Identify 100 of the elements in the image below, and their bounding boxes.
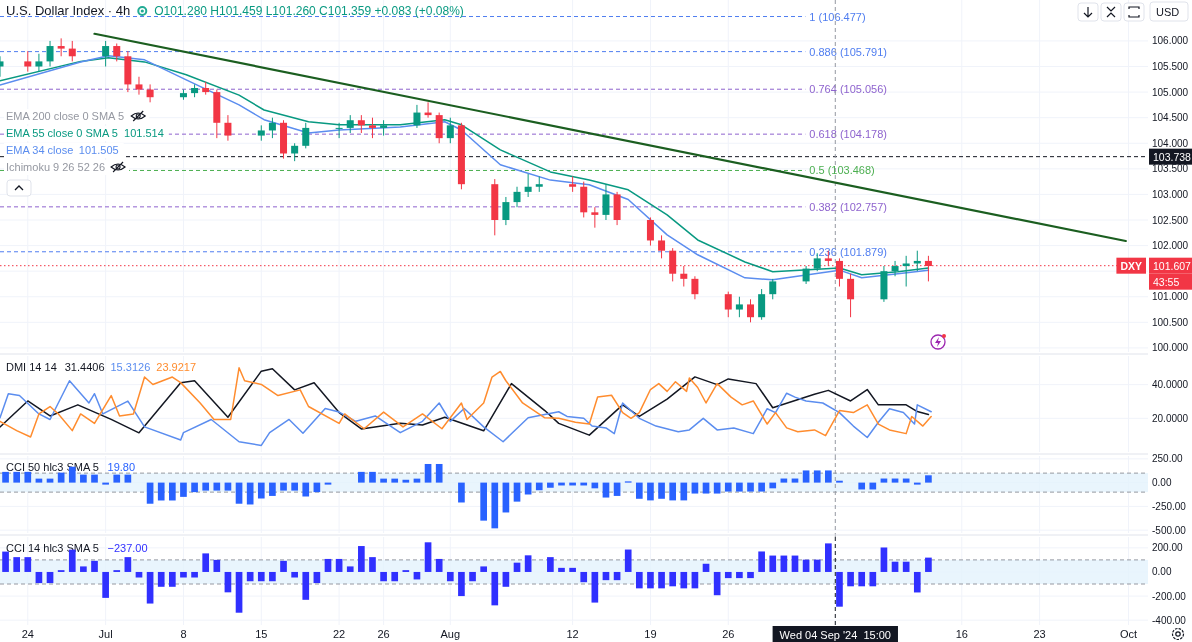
bar xyxy=(2,471,9,483)
bar xyxy=(257,482,265,499)
x-tick-label: Aug xyxy=(440,628,461,640)
bar xyxy=(335,558,343,572)
annotation: −237.00 xyxy=(107,542,148,554)
bar xyxy=(358,546,365,572)
text: EMA 55 close 0 SMA 5 xyxy=(6,127,118,139)
bar xyxy=(491,571,499,606)
bar xyxy=(302,571,310,600)
text: 101.607 xyxy=(1153,259,1192,272)
bar xyxy=(80,474,87,483)
bar xyxy=(736,482,743,492)
bar xyxy=(658,571,665,589)
bar xyxy=(91,560,98,572)
bar xyxy=(758,482,765,492)
bar xyxy=(202,553,210,572)
ref-line-label: 0.886 (105.791) xyxy=(809,45,888,58)
bar xyxy=(269,571,276,582)
bar xyxy=(446,571,454,582)
bar xyxy=(57,472,65,483)
annotation: DXY xyxy=(1120,259,1142,272)
bar xyxy=(135,571,143,578)
bar xyxy=(925,475,932,483)
candlestick xyxy=(135,76,143,96)
y-tick-label: 106.000 xyxy=(1152,35,1189,47)
x-tick-label: 23 xyxy=(1033,628,1046,640)
bar xyxy=(246,482,254,505)
text: USD xyxy=(1156,6,1180,18)
bar xyxy=(902,561,910,572)
bar xyxy=(813,559,821,572)
bar xyxy=(480,566,487,572)
bar xyxy=(858,571,866,587)
y-tick-label: 20.0000 xyxy=(1152,412,1189,424)
bar xyxy=(180,482,187,497)
bar xyxy=(291,571,298,578)
bar xyxy=(724,482,732,492)
x-tick-label: 15 xyxy=(255,628,268,640)
chart-title: U.S. Dollar Index · 4h xyxy=(6,3,131,18)
bar xyxy=(113,474,121,483)
candlestick xyxy=(602,183,610,221)
candlestick xyxy=(658,234,666,259)
bar xyxy=(869,482,877,490)
bar xyxy=(847,571,854,587)
line-series xyxy=(0,380,932,447)
annotation: EMA 200 close 0 SMA 5 xyxy=(6,110,125,122)
bar xyxy=(24,471,32,483)
bar xyxy=(513,482,521,502)
bar xyxy=(669,571,677,587)
candlestick xyxy=(680,265,688,288)
y-tick-label: 250.00 xyxy=(1152,453,1184,465)
bar xyxy=(424,542,432,572)
x-tick-label: 12 xyxy=(566,628,579,640)
candlestick xyxy=(224,114,232,142)
bar xyxy=(346,566,354,572)
candlestick xyxy=(591,206,599,229)
bar xyxy=(213,482,221,491)
bar xyxy=(602,482,610,498)
bar xyxy=(858,482,866,490)
candlestick xyxy=(769,278,777,300)
text: EMA 34 close xyxy=(6,144,74,156)
bar xyxy=(758,551,765,572)
bar xyxy=(269,482,276,496)
bar xyxy=(669,482,677,501)
y-tick-label: 101.000 xyxy=(1152,291,1189,303)
y-tick-label: 105.500 xyxy=(1152,61,1189,73)
bar xyxy=(157,482,165,501)
x-tick-label: 26 xyxy=(722,628,735,640)
y-tick-label: 100.500 xyxy=(1152,316,1189,328)
candlestick xyxy=(524,173,532,198)
bar xyxy=(535,482,543,491)
bar xyxy=(747,571,754,579)
bar xyxy=(635,571,643,589)
bar xyxy=(380,478,387,483)
bar xyxy=(825,543,832,572)
bar xyxy=(724,571,732,579)
x-tick-label: 19 xyxy=(644,628,657,640)
bar xyxy=(124,557,132,572)
bar xyxy=(424,463,432,483)
bar xyxy=(480,482,487,521)
bar xyxy=(658,482,665,499)
bar xyxy=(369,557,376,572)
y-tick-label: 103.000 xyxy=(1152,188,1189,200)
x-tick-label: 8 xyxy=(180,628,187,640)
ref-line-label: 0.5 (103.468) xyxy=(809,164,875,177)
text: 43:55 xyxy=(1153,275,1180,288)
bar xyxy=(624,549,632,572)
bar xyxy=(825,470,832,483)
bar xyxy=(558,567,565,572)
bar xyxy=(280,482,287,491)
bar xyxy=(324,558,332,572)
candlestick xyxy=(691,275,699,300)
candlestick xyxy=(435,112,443,144)
bar xyxy=(925,557,932,572)
text: DMI 14 14 xyxy=(6,361,57,373)
candlestick xyxy=(735,296,743,318)
bar xyxy=(213,559,221,572)
annotation: 101.505 xyxy=(78,144,119,156)
ref-line-label: Wed 04 Sep '24 15:00 xyxy=(779,629,891,641)
candlestick xyxy=(302,122,310,149)
bar xyxy=(713,482,721,494)
